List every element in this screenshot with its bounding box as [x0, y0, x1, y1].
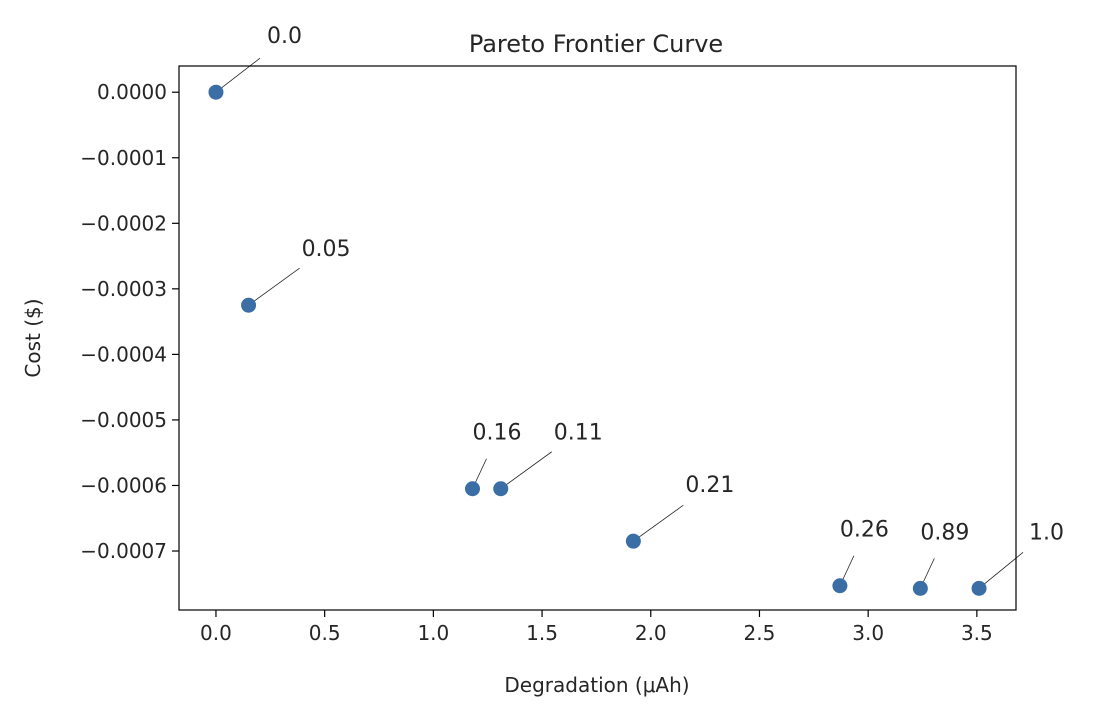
point-annotation: 0.21	[685, 473, 734, 498]
x-tick-label: 0.0	[200, 621, 232, 645]
annotation-leader-line	[215, 57, 261, 93]
point-annotation: 1.0	[1029, 520, 1064, 545]
y-tick-label: −0.0006	[80, 473, 167, 497]
y-tick-label: −0.0003	[80, 277, 167, 301]
x-tick-label: 2.5	[744, 621, 776, 645]
chart-title: Pareto Frontier Curve	[469, 30, 723, 58]
x-tick-label: 0.5	[309, 621, 341, 645]
annotation-leader-line	[500, 451, 552, 490]
x-tick-label: 1.0	[417, 621, 449, 645]
x-tick-label: 3.0	[852, 621, 884, 645]
y-tick-label: −0.0001	[80, 146, 167, 170]
scatter-point	[625, 533, 641, 549]
point-annotation: 0.16	[472, 421, 521, 446]
x-axis-label: Degradation (μAh)	[504, 673, 689, 697]
point-annotation: 0.11	[554, 421, 603, 446]
point-annotation: 0.0	[267, 24, 302, 49]
y-tick-label: −0.0005	[80, 408, 167, 432]
scatter-point	[912, 580, 928, 596]
annotation-leader-line	[978, 552, 1024, 589]
y-tick-label: −0.0004	[80, 342, 167, 366]
point-annotation: 0.26	[840, 518, 889, 543]
scatter-point	[971, 580, 987, 596]
annotation-leader-line	[633, 504, 684, 542]
y-axis-label: Cost ($)	[21, 298, 45, 377]
y-tick-label: −0.0002	[80, 211, 167, 235]
scatter-point	[241, 297, 257, 313]
x-tick-label: 2.0	[635, 621, 667, 645]
scatter-points	[208, 84, 987, 596]
point-annotation: 0.89	[920, 520, 969, 545]
y-axis: 0.0000 −0.0001 −0.0002 −0.0003 −0.0004 −0.000…	[80, 80, 179, 563]
scatter-point	[208, 84, 224, 100]
plot-area-frame	[178, 65, 1017, 611]
x-axis: 0.0 0.5 1.0 1.5 2.0 2.5 3.0 3.5	[200, 610, 993, 645]
y-tick-label: 0.0000	[97, 80, 167, 104]
x-tick-label: 3.5	[961, 621, 993, 645]
annotation-leader-line	[248, 267, 300, 306]
scatter-point	[464, 481, 480, 497]
point-annotation: 0.05	[302, 237, 351, 262]
scatter-point	[493, 481, 509, 497]
y-tick-label: −0.0007	[80, 539, 167, 563]
scatter-point	[832, 578, 848, 594]
annotations: 0.0 0.05 0.16 0.11 0.21 0.26 0.89 1.0	[215, 24, 1064, 589]
x-tick-label: 1.5	[526, 621, 558, 645]
